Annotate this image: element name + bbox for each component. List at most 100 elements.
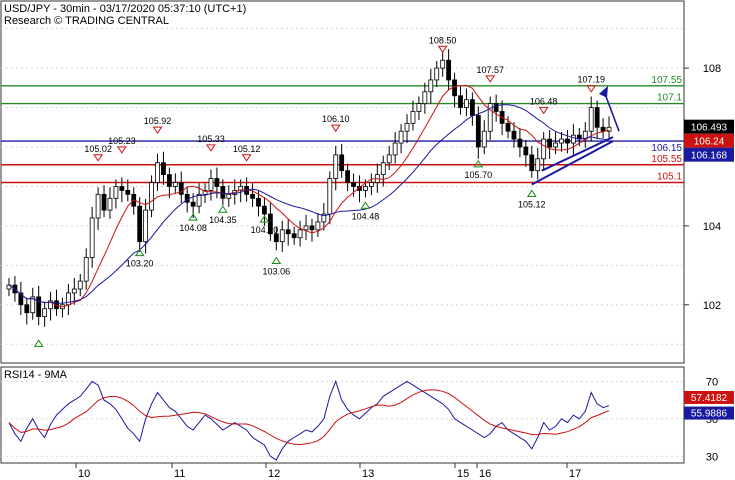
level-label: 107.1 [657,93,682,104]
swing-low-label: 103.06 [263,267,291,277]
candle-body [333,154,339,179]
candle-body [42,308,48,318]
candle-body [351,182,356,187]
candle-body [398,130,404,144]
ma-fast-line [8,84,610,308]
candle-body [523,146,529,156]
candle-body [505,122,511,132]
y-tick-label: 104 [703,221,721,233]
candle-body [137,205,143,243]
swing-high-marker [93,154,104,162]
candle-body [291,233,297,239]
y-tick-label: 108 [703,63,721,75]
candle-body [594,107,600,128]
candle-body [380,162,386,176]
projection-arrow-head [599,85,608,98]
candle-body [273,233,279,243]
candle-body [386,154,392,164]
candle-body [267,213,273,235]
candle-body [30,296,36,314]
level-label: 107.55 [651,75,682,86]
swing-low-marker [134,248,145,257]
rsi-badge-label: 57.4182 [691,393,728,404]
swing-low-marker [473,159,484,168]
swing-high-label: 107.19 [577,75,605,85]
candle-body [250,193,255,199]
candle-body [535,158,541,172]
candle-body [475,115,481,148]
candle-body [196,193,202,207]
candle-body [208,178,214,191]
candle-body [107,197,113,211]
candle-body [172,182,178,187]
swing-high-label: 107.57 [476,65,504,75]
candle-body [440,59,446,69]
candle-body [24,304,30,314]
candle-body [327,178,333,215]
candle-body [452,79,457,97]
x-tick-label: 15 [457,468,469,480]
candle-body [89,217,95,258]
candle-body [469,99,475,116]
rsi-line [8,379,610,461]
candle-body [113,186,119,199]
price-axis: 102104106108 [684,63,721,312]
rsi-title: RSI14 - 9MA [4,369,68,381]
candle-body [77,280,83,290]
swing-high-marker [152,126,163,135]
candle-body [357,186,362,191]
swing-high-marker [206,144,216,152]
candle-body [588,107,594,132]
swing-low-marker [217,205,228,213]
swing-high-label: 106.48 [530,96,558,106]
candle-body [285,229,291,235]
swing-high-label: 105.23 [108,136,136,146]
x-tick-label: 12 [268,468,280,480]
swing-high-marker [485,75,496,83]
candle-body [541,138,547,160]
candle-body [256,197,261,207]
candle-body [190,201,196,207]
candle-body [339,154,345,172]
swing-low-label: 105.12 [518,199,546,209]
swing-high-marker [241,154,252,162]
swing-low-label: 104.48 [352,211,380,221]
candle-body [565,138,570,144]
candle-body [511,130,517,140]
x-tick-label: 16 [479,468,491,480]
swing-high-label: 105.12 [233,144,261,154]
candle-body [279,229,285,243]
candle-body [166,174,172,187]
grid [1,28,684,345]
x-tick-label: 13 [362,468,374,480]
candle-body [214,178,220,187]
candle-body [143,209,149,243]
price-badge-label: 106.493 [691,123,728,134]
candle-body [161,162,166,176]
y-tick-label: 102 [703,300,721,312]
swing-low-marker [33,339,44,347]
swing-high-label: 106.10 [322,114,350,124]
candle-body [606,126,612,132]
rsi-ma-line [8,389,610,446]
candle-body [119,186,125,191]
candle-body [71,288,77,294]
rsi-badge-label: 55.9886 [691,409,728,420]
candle-body [547,138,553,148]
swing-high-label: 105.02 [84,144,112,154]
swing-high-marker [437,45,448,54]
swing-high-label: 105.33 [197,134,225,144]
projection-arrow-line [604,93,620,132]
time-axis: 10 11 12 13 15 16 17 [75,463,581,480]
candle-body [410,111,416,124]
candle-body [202,189,208,195]
price-badge [684,119,734,134]
candle-body [422,91,428,105]
ma-slow-line [8,104,610,304]
candle-body [559,138,564,144]
candle-body [178,182,184,195]
chart-subtitle: Research © TRADING CENTRAL [4,15,169,27]
candle-body [297,229,303,239]
